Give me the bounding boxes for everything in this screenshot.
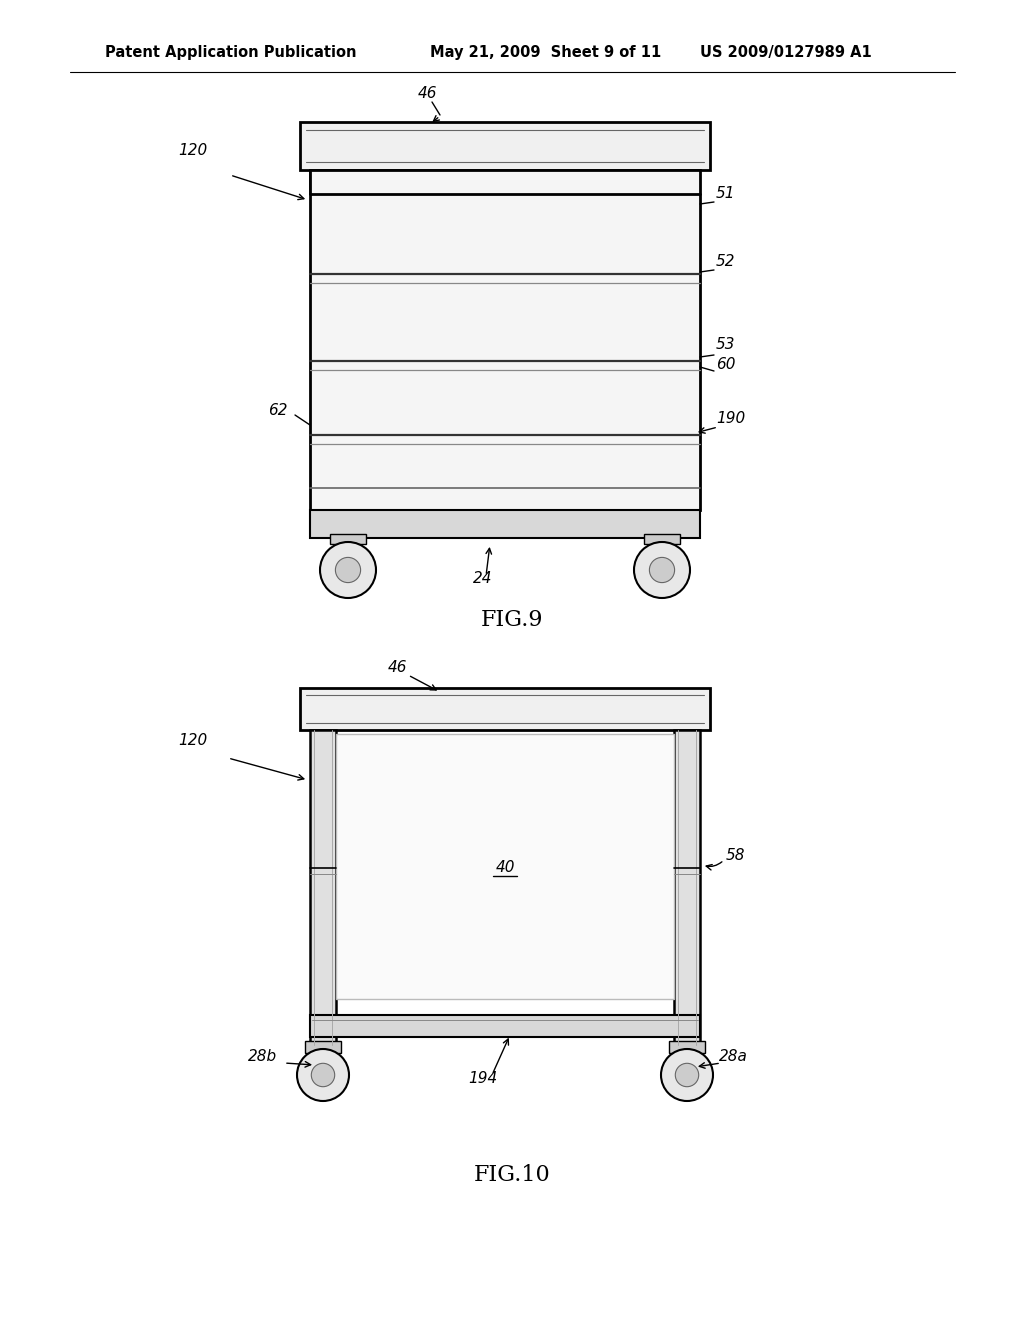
Bar — [674, 730, 700, 1045]
Text: 62: 62 — [268, 403, 288, 418]
Text: 40: 40 — [496, 859, 515, 874]
Circle shape — [505, 181, 515, 191]
Bar — [305, 1041, 341, 1053]
Text: 51: 51 — [716, 186, 735, 201]
Bar — [310, 510, 700, 539]
Text: 190: 190 — [716, 411, 745, 426]
Text: 46: 46 — [418, 86, 437, 102]
Bar — [300, 688, 710, 730]
Text: 58: 58 — [726, 847, 745, 863]
Circle shape — [675, 1064, 698, 1086]
Bar — [644, 535, 680, 544]
Text: May 21, 2009  Sheet 9 of 11: May 21, 2009 Sheet 9 of 11 — [430, 45, 662, 59]
Text: 46: 46 — [388, 660, 408, 675]
Circle shape — [311, 1064, 335, 1086]
Text: 120: 120 — [178, 143, 207, 158]
Bar — [676, 170, 700, 194]
Bar — [300, 121, 710, 170]
Bar — [310, 730, 336, 1045]
Circle shape — [297, 1049, 349, 1101]
Text: 53: 53 — [716, 337, 735, 352]
Circle shape — [336, 557, 360, 582]
Text: FIG.9: FIG.9 — [480, 609, 544, 631]
Text: 28a: 28a — [719, 1049, 748, 1064]
Circle shape — [649, 557, 675, 582]
Text: 28b: 28b — [248, 1049, 278, 1064]
Circle shape — [498, 174, 522, 198]
Text: 120: 120 — [178, 733, 207, 748]
Text: US 2009/0127989 A1: US 2009/0127989 A1 — [700, 45, 871, 59]
Bar — [336, 734, 674, 999]
Text: 60: 60 — [716, 356, 735, 372]
Bar — [669, 1041, 705, 1053]
Circle shape — [662, 1049, 713, 1101]
Text: 52: 52 — [716, 253, 735, 269]
Bar — [310, 170, 700, 510]
Bar — [310, 170, 334, 194]
Text: 24: 24 — [473, 572, 493, 586]
Text: Patent Application Publication: Patent Application Publication — [105, 45, 356, 59]
Text: FIG.10: FIG.10 — [474, 1164, 550, 1185]
Text: 194: 194 — [468, 1071, 498, 1086]
Bar — [330, 535, 366, 544]
Circle shape — [319, 543, 376, 598]
Bar — [310, 1015, 700, 1038]
Circle shape — [634, 543, 690, 598]
